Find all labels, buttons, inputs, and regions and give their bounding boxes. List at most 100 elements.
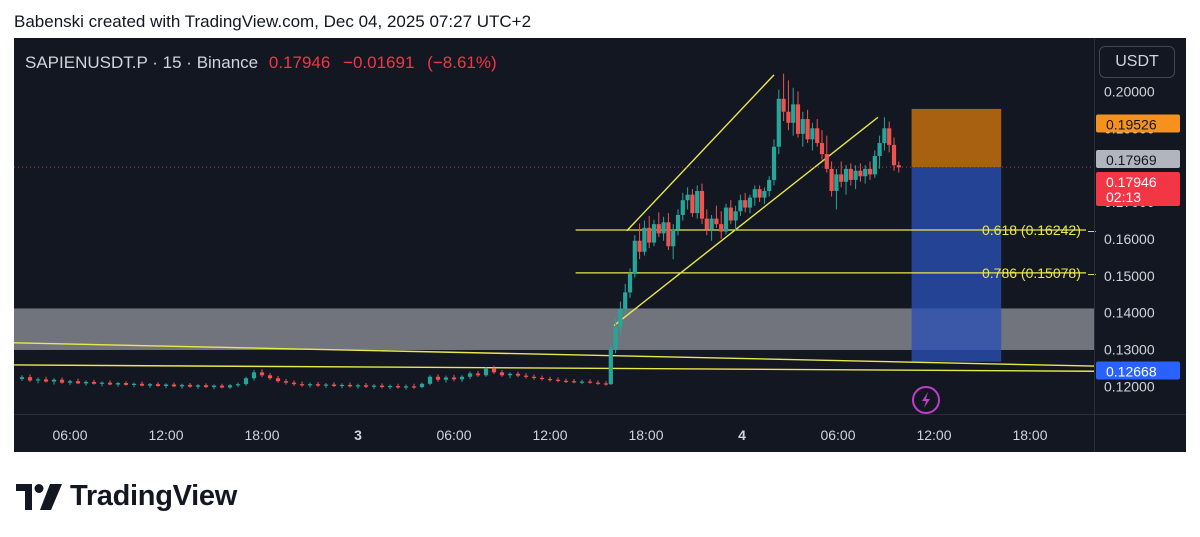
horizontal-support-line[interactable]	[14, 364, 1095, 372]
candle-body[interactable]	[291, 382, 297, 385]
candle-body[interactable]	[355, 385, 361, 387]
candle-body[interactable]	[171, 384, 177, 387]
candle-body[interactable]	[67, 381, 73, 383]
candle-body[interactable]	[743, 200, 748, 208]
candle-body[interactable]	[829, 168, 834, 191]
candle-body[interactable]	[43, 379, 49, 382]
candle-body[interactable]	[752, 189, 757, 198]
candle-body[interactable]	[515, 373, 521, 376]
candle-body[interactable]	[647, 227, 652, 243]
candle-body[interactable]	[51, 379, 57, 382]
candle-body[interactable]	[27, 377, 33, 381]
candle-body[interactable]	[709, 218, 714, 230]
candle-body[interactable]	[363, 385, 369, 387]
candle-body[interactable]	[781, 98, 786, 112]
candle-body[interactable]	[872, 155, 877, 175]
candle-body[interactable]	[757, 189, 762, 198]
candle-body[interactable]	[685, 194, 690, 201]
candle-body[interactable]	[435, 376, 441, 380]
channel-upper-line[interactable]	[626, 74, 775, 232]
candle-body[interactable]	[115, 383, 121, 385]
candle-body[interactable]	[483, 368, 489, 376]
candle-body[interactable]	[219, 385, 225, 388]
candle-body[interactable]	[523, 375, 529, 377]
candle-body[interactable]	[738, 200, 743, 212]
candle-body[interactable]	[83, 381, 89, 384]
candle-body[interactable]	[795, 104, 801, 134]
candle-body[interactable]	[147, 384, 153, 386]
candle-body[interactable]	[695, 190, 700, 214]
candle-body[interactable]	[675, 214, 681, 230]
candle-body[interactable]	[331, 384, 337, 386]
candle-body[interactable]	[877, 143, 882, 156]
candle-body[interactable]	[680, 200, 685, 215]
candle-body[interactable]	[91, 381, 97, 384]
candle-body[interactable]	[243, 378, 249, 385]
candle-body[interactable]	[179, 384, 185, 387]
candle-body[interactable]	[403, 386, 409, 388]
candle-body[interactable]	[656, 224, 661, 234]
candle-body[interactable]	[531, 376, 537, 378]
position-stop-zone[interactable]	[911, 167, 1002, 362]
candle-body[interactable]	[379, 385, 385, 388]
position-target-zone[interactable]	[911, 108, 1002, 168]
candle-body[interactable]	[858, 170, 863, 177]
candle-body[interactable]	[690, 194, 695, 214]
candle-body[interactable]	[896, 165, 901, 168]
candle-body[interactable]	[853, 170, 858, 180]
descending-trendline[interactable]	[14, 342, 1095, 367]
candle-body[interactable]	[299, 384, 305, 386]
candle-body[interactable]	[307, 384, 313, 386]
candle-body[interactable]	[671, 229, 676, 247]
candle-body[interactable]	[203, 385, 209, 388]
candle-body[interactable]	[411, 386, 417, 388]
candle-body[interactable]	[419, 383, 425, 388]
candle-body[interactable]	[776, 98, 781, 147]
candle-body[interactable]	[339, 384, 345, 387]
candle-body[interactable]	[747, 197, 753, 208]
candle-body[interactable]	[139, 383, 145, 386]
candle-body[interactable]	[637, 240, 642, 252]
candle-body[interactable]	[123, 383, 129, 385]
candle-body[interactable]	[815, 128, 820, 144]
candle-body[interactable]	[791, 104, 796, 123]
candle-body[interactable]	[839, 174, 844, 182]
candle-body[interactable]	[187, 384, 193, 387]
candle-body[interactable]	[843, 168, 849, 182]
candle-body[interactable]	[786, 111, 791, 123]
candle-body[interactable]	[571, 381, 577, 383]
currency-button[interactable]: USDT	[1099, 46, 1175, 78]
candle-body[interactable]	[623, 292, 628, 309]
candle-body[interactable]	[819, 143, 825, 155]
symbol-legend[interactable]: SAPIENUSDT.P · 15 · Binance 0.17946 −0.0…	[25, 53, 497, 73]
lightning-icon[interactable]	[912, 386, 940, 414]
candle-body[interactable]	[723, 207, 729, 232]
candle-body[interactable]	[579, 381, 585, 383]
candle-body[interactable]	[762, 190, 767, 198]
candle-body[interactable]	[467, 373, 473, 377]
candle-body[interactable]	[131, 383, 137, 385]
candle-body[interactable]	[882, 128, 887, 144]
candle-body[interactable]	[459, 376, 465, 380]
candle-body[interactable]	[618, 308, 623, 328]
candle-body[interactable]	[59, 379, 65, 383]
candle-body[interactable]	[887, 128, 892, 145]
candle-body[interactable]	[661, 222, 666, 234]
candle-body[interactable]	[107, 382, 113, 385]
candle-body[interactable]	[499, 372, 505, 376]
candle-body[interactable]	[824, 154, 829, 169]
candle-body[interactable]	[155, 384, 161, 386]
candle-body[interactable]	[632, 240, 637, 274]
candle-body[interactable]	[719, 224, 724, 232]
candle-body[interactable]	[563, 380, 569, 383]
candle-body[interactable]	[475, 373, 481, 376]
candle-body[interactable]	[547, 378, 553, 381]
candle-body[interactable]	[19, 377, 25, 379]
candle-body[interactable]	[767, 179, 772, 191]
candle-body[interactable]	[699, 190, 705, 219]
candle-body[interactable]	[651, 224, 657, 243]
candle-body[interactable]	[507, 373, 513, 376]
candle-body[interactable]	[539, 377, 545, 380]
candle-body[interactable]	[867, 168, 873, 175]
candle-body[interactable]	[99, 382, 105, 384]
